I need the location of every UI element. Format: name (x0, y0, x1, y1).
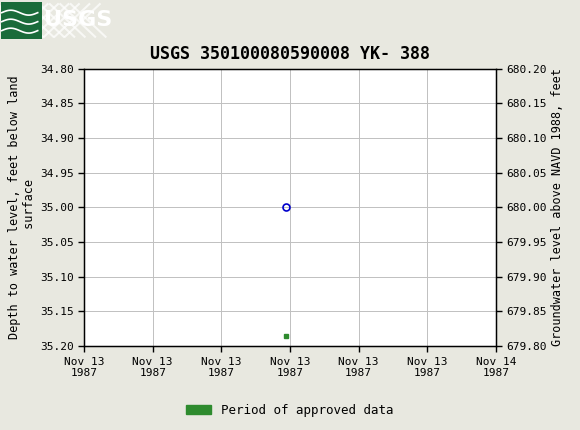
Title: USGS 350100080590008 YK- 388: USGS 350100080590008 YK- 388 (150, 45, 430, 63)
Y-axis label: Depth to water level, feet below land
 surface: Depth to water level, feet below land su… (8, 76, 36, 339)
Bar (1, 2, 42, 39)
Text: USGS: USGS (44, 10, 112, 31)
Y-axis label: Groundwater level above NAVD 1988, feet: Groundwater level above NAVD 1988, feet (551, 68, 564, 347)
Legend: Period of approved data: Period of approved data (181, 399, 399, 421)
